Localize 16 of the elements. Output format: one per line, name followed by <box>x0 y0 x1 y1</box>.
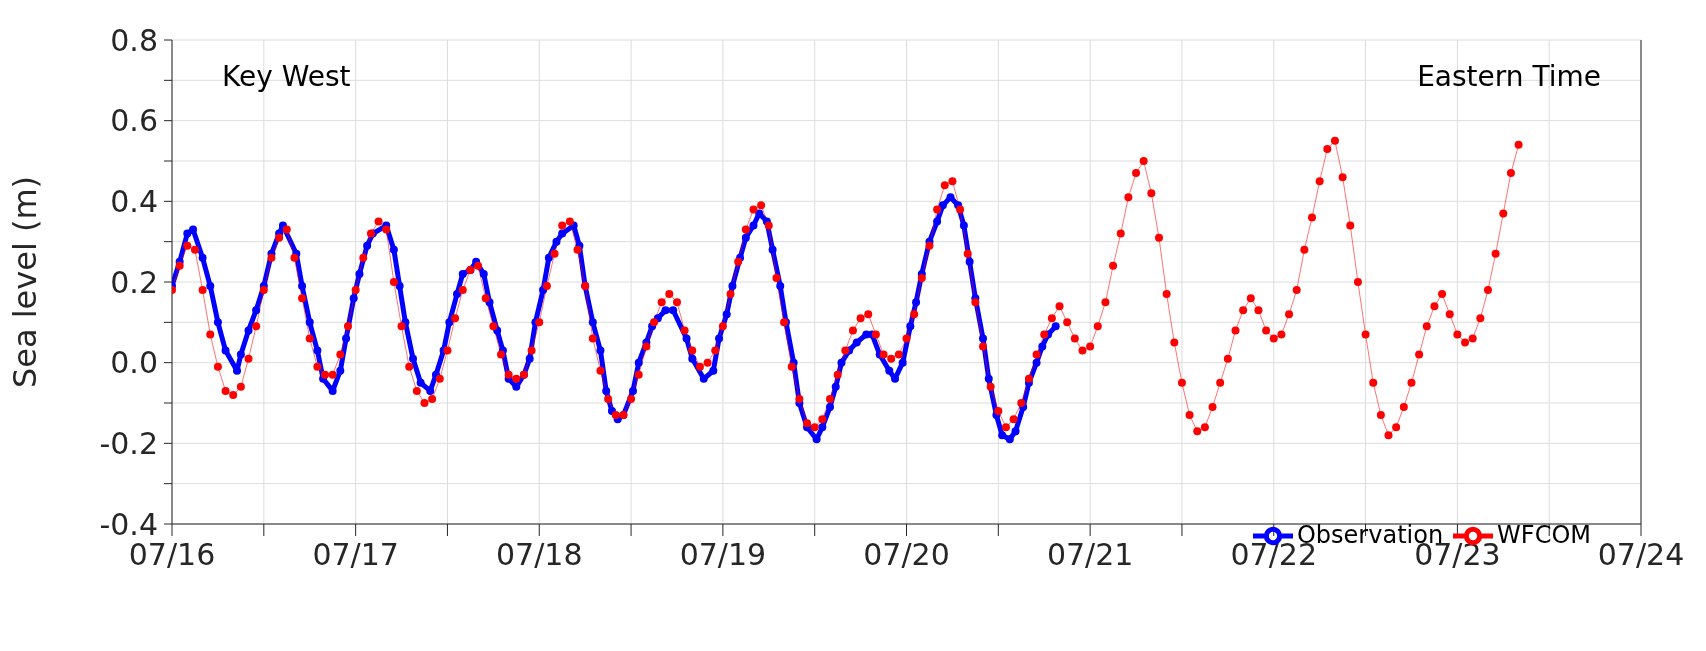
y-tick-label: 0.6 <box>110 103 158 139</box>
y-tick-label: -0.2 <box>99 425 158 461</box>
x-tick-label: 07/20 <box>863 537 950 573</box>
legend-label: WFCOM <box>1497 521 1591 549</box>
annotation: Eastern Time <box>1417 60 1601 93</box>
x-tick-label: 07/18 <box>496 537 583 573</box>
y-tick-label: 0.4 <box>110 183 158 219</box>
x-tick-label: 07/19 <box>679 537 767 573</box>
annotation: Key West <box>222 60 351 93</box>
x-tick-label: 07/17 <box>312 537 399 573</box>
y-tick-label: 0.0 <box>110 345 158 381</box>
y-axis-title: Sea level (m) <box>6 175 45 389</box>
y-tick-label: 0.8 <box>110 22 158 58</box>
x-tick-label: 07/21 <box>1046 537 1134 573</box>
y-tick-label: 0.2 <box>110 264 158 300</box>
x-tick-label: 07/24 <box>1597 537 1685 573</box>
